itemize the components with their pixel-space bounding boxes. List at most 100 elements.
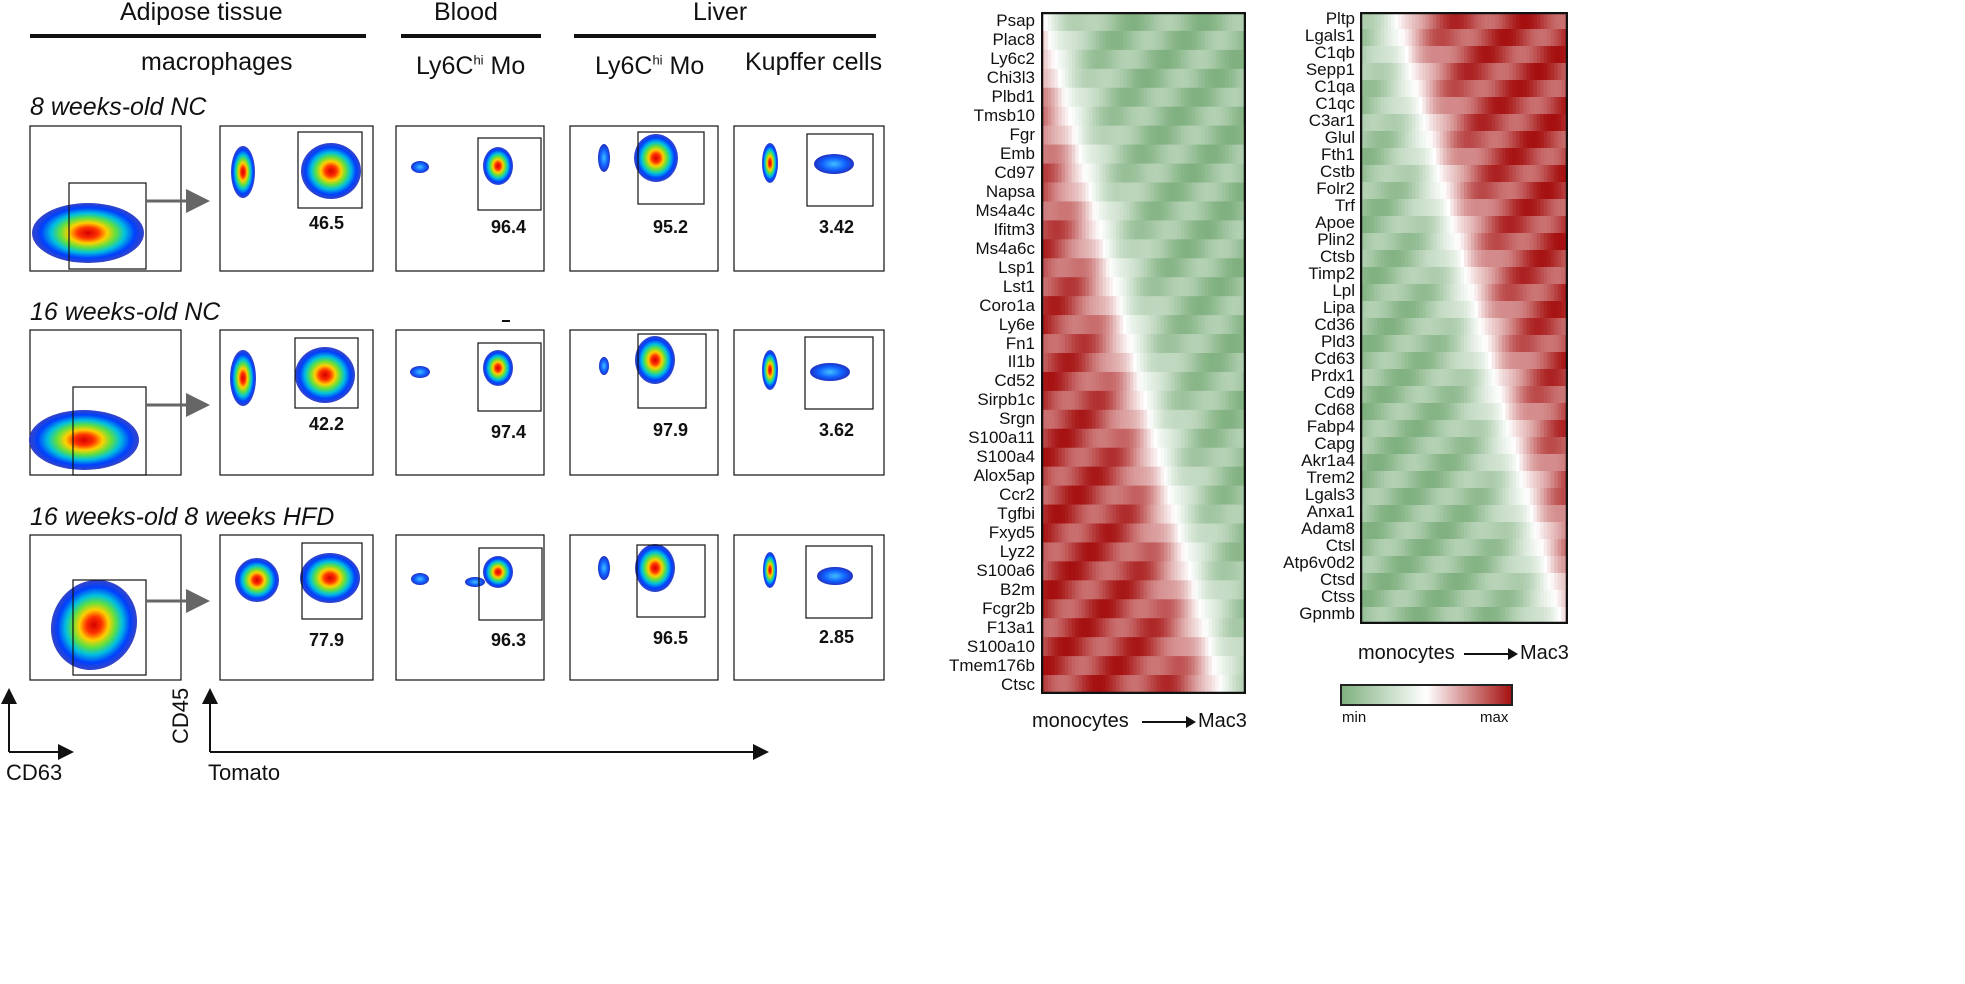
gene-label: Lipa	[1322, 297, 1355, 317]
heatmap-row-fgr	[1041, 125, 1246, 146]
gene-label: Alox5ap	[973, 466, 1035, 486]
gate-pct: 95.2	[653, 217, 689, 237]
liver-rule	[574, 34, 876, 38]
gene-label: Ifitm3	[993, 219, 1035, 239]
gene-label: Cd97	[994, 163, 1035, 183]
gene-label: C1qa	[1314, 76, 1355, 96]
heatmap-row-capg	[1360, 437, 1568, 455]
gene-label: Glul	[1324, 127, 1355, 147]
plot-row-2	[29, 329, 885, 476]
gene-label: Napsa	[985, 181, 1035, 201]
heatmap-row-pld3	[1360, 335, 1568, 353]
adipose-rule	[30, 34, 366, 38]
heatmap-row-ms4a4c	[1041, 201, 1246, 221]
heatmap-row-alox5ap	[1041, 466, 1246, 487]
gene-label: Chi3l3	[986, 68, 1035, 88]
heatmap-row-glul	[1360, 131, 1568, 149]
gene-label: Ctss	[1321, 586, 1355, 606]
heatmap-right-arrow	[1464, 648, 1518, 660]
gene-label: Ms4a6c	[975, 238, 1035, 258]
subheader-macrophages: macrophages	[141, 48, 293, 76]
gene-label: C1qb	[1314, 42, 1355, 62]
gene-label: Cd68	[1314, 399, 1355, 419]
heatmap-left-xlabel-mac3: Mac3	[1198, 710, 1247, 732]
gene-label: Cstb	[1320, 161, 1355, 181]
gene-label: Trem2	[1306, 467, 1356, 487]
gene-label: Fcgr2b	[982, 598, 1035, 618]
gene-label: Atp6v0d2	[1283, 552, 1355, 572]
heatmap-row-c1qb	[1360, 46, 1568, 64]
gene-label: Fxyd5	[988, 522, 1035, 542]
header-blood: Blood	[434, 0, 498, 26]
heatmap-row-lpl	[1360, 284, 1568, 302]
heatmap-row-folr2	[1360, 182, 1568, 200]
gene-label: Tgfbi	[997, 504, 1035, 524]
heatmap-right-xlabel-monocytes: monocytes	[1358, 642, 1455, 664]
heatmap-row-c1qc	[1360, 97, 1568, 115]
gene-label: Ctsl	[1325, 535, 1355, 555]
heatmap-left-xlabel-monocytes: monocytes	[1032, 710, 1129, 732]
gene-label: Fn1	[1005, 333, 1035, 353]
heatmap-row-chi3l3	[1041, 68, 1246, 89]
density-cloud	[32, 203, 144, 263]
heatmap-row-pltp	[1360, 12, 1568, 30]
heatmap-row-s100a11	[1041, 428, 1246, 449]
heatmap-row-ctsc	[1041, 675, 1246, 694]
heatmap-row-ccr2	[1041, 485, 1246, 506]
gene-label: Lyz2	[999, 541, 1035, 561]
color-scale-legend	[1340, 684, 1513, 706]
gene-label: Lsp1	[998, 257, 1035, 277]
gene-label: Timp2	[1308, 263, 1355, 283]
gene-label: Cd9	[1323, 382, 1355, 402]
heatmap-row-ly6e	[1041, 315, 1246, 335]
subheader-kupffer: Kupffer cells	[745, 48, 883, 76]
heatmap-row-lipa	[1360, 301, 1568, 319]
heatmap-row-anxa1	[1360, 505, 1568, 523]
gene-label: Prdx1	[1310, 365, 1355, 385]
plot-frame	[733, 125, 885, 272]
heatmap-row-il1b	[1041, 353, 1246, 373]
heatmap-row-ctsl	[1360, 539, 1568, 557]
legend-min: min	[1342, 709, 1367, 726]
gene-label: Cd63	[1314, 348, 1355, 368]
row-label-3: 16 weeks-old 8 weeks HFD	[30, 503, 335, 531]
gene-label: F13a1	[986, 617, 1035, 637]
gene-label: Plbd1	[991, 87, 1035, 107]
gene-label: Gpnmb	[1299, 603, 1355, 623]
heatmap-row-tgfbi	[1041, 504, 1246, 525]
heatmap-row-fth1	[1360, 148, 1568, 166]
heatmap-row-timp2	[1360, 267, 1568, 285]
gate-pct: 2.85	[819, 627, 855, 647]
plot-frame	[569, 125, 719, 272]
gene-label: Tmsb10	[973, 106, 1035, 126]
heatmap-row-plac8	[1041, 30, 1246, 51]
gate-pct: 42.2	[309, 414, 345, 434]
heatmap-row-tmsb10	[1041, 106, 1246, 127]
heatmap-row-lst1	[1041, 277, 1246, 297]
gene-label: B2m	[1000, 579, 1035, 599]
heatmap-row-cd9	[1360, 386, 1568, 404]
subheader-ly6chi-liver: Ly6Chi Mo	[595, 52, 705, 80]
heatmap-row-s100a10	[1041, 637, 1246, 657]
heatmap-right-xlabel-mac3: Mac3	[1520, 642, 1569, 664]
heatmap-row-plin2	[1360, 233, 1568, 251]
heatmap-row-lyz2	[1041, 542, 1246, 562]
gene-label: Lpl	[1332, 280, 1355, 300]
heatmap-row-fn1	[1041, 334, 1246, 354]
heatmap-row-plbd1	[1041, 87, 1246, 108]
heatmap-row-ms4a6c	[1041, 239, 1246, 259]
gene-label: Pld3	[1320, 331, 1355, 351]
heatmap-right	[1360, 12, 1568, 624]
heatmap-frame	[1360, 12, 1568, 624]
gene-label: Psap	[996, 11, 1035, 31]
gate-pct: 96.3	[491, 630, 527, 650]
heatmap-row-cd97	[1041, 163, 1246, 184]
gene-label: Ly6c2	[990, 49, 1035, 69]
gene-label: Cd36	[1314, 314, 1355, 334]
blood-rule	[401, 34, 541, 38]
gene-label: Sepp1	[1305, 59, 1355, 79]
heatmap-row-cd52	[1041, 371, 1246, 392]
heatmap-row-s100a4	[1041, 447, 1246, 468]
row-label-2: 16 weeks-old NC	[30, 298, 221, 326]
heatmap-row-trf	[1360, 199, 1568, 217]
